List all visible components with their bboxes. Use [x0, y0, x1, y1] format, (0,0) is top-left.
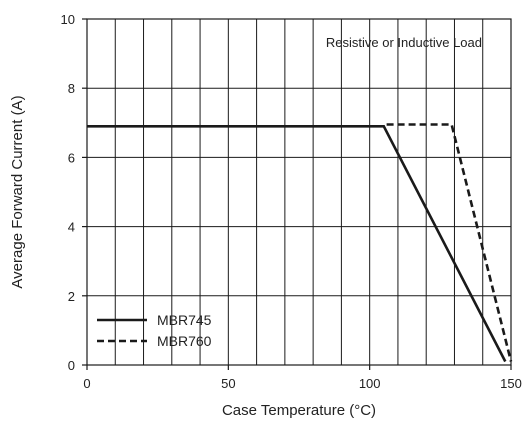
series-line-mbr760 — [386, 123, 513, 362]
legend-label-mbr760: MBR760 — [157, 333, 212, 349]
legend-label-mbr745: MBR745 — [157, 312, 212, 328]
x-tick-label: 100 — [359, 376, 381, 391]
load-annotation: Resistive or Inductive Load — [326, 35, 482, 50]
x-tick-label: 0 — [83, 376, 90, 391]
x-axis-label: Case Temperature (°C) — [222, 402, 376, 419]
plot-area-frame — [86, 18, 512, 366]
axis-ticks: 0 50 100 150 0 2 4 6 8 10 — [61, 12, 522, 391]
legend: MBR745 MBR760 — [97, 312, 212, 349]
x-tick-label: 150 — [500, 376, 522, 391]
y-tick-label: 6 — [68, 150, 75, 165]
series-line-mbr745 — [87, 125, 507, 363]
y-tick-label: 4 — [68, 220, 75, 235]
y-tick-label: 2 — [68, 289, 75, 304]
y-tick-label: 10 — [61, 12, 75, 27]
y-tick-label: 0 — [68, 358, 75, 373]
y-axis-label: Average Forward Current (A) — [9, 95, 26, 288]
x-tick-label: 50 — [221, 376, 235, 391]
series-lines — [87, 123, 513, 363]
grid-lines — [87, 19, 511, 365]
y-tick-label: 8 — [68, 81, 75, 96]
